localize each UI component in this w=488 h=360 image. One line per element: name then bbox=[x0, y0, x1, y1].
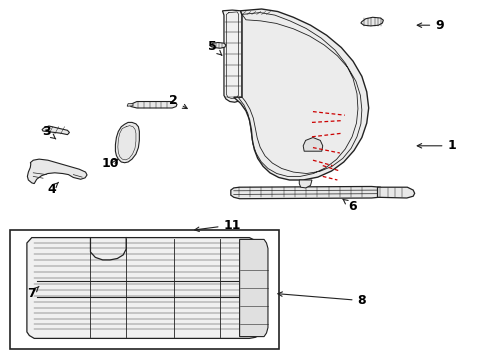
Text: 11: 11 bbox=[194, 219, 241, 231]
Polygon shape bbox=[42, 126, 69, 135]
Text: 5: 5 bbox=[208, 40, 222, 55]
Text: 2: 2 bbox=[169, 94, 187, 108]
Polygon shape bbox=[233, 9, 368, 180]
Text: 6: 6 bbox=[342, 199, 356, 213]
Polygon shape bbox=[230, 186, 382, 199]
Polygon shape bbox=[299, 180, 311, 188]
Polygon shape bbox=[27, 159, 87, 184]
Bar bbox=[10, 230, 278, 349]
Text: 8: 8 bbox=[277, 292, 366, 307]
Polygon shape bbox=[210, 42, 225, 48]
Polygon shape bbox=[360, 17, 383, 26]
Polygon shape bbox=[130, 102, 177, 108]
Polygon shape bbox=[377, 187, 414, 198]
Text: 10: 10 bbox=[101, 157, 119, 170]
Polygon shape bbox=[239, 239, 267, 337]
Polygon shape bbox=[127, 104, 133, 106]
Polygon shape bbox=[27, 238, 264, 338]
Text: 7: 7 bbox=[27, 286, 39, 300]
Text: 4: 4 bbox=[47, 182, 59, 195]
Text: 1: 1 bbox=[416, 139, 455, 152]
Polygon shape bbox=[115, 122, 139, 163]
Polygon shape bbox=[222, 10, 242, 102]
Text: 9: 9 bbox=[416, 19, 443, 32]
Text: 3: 3 bbox=[42, 125, 56, 139]
Polygon shape bbox=[304, 75, 321, 152]
Polygon shape bbox=[303, 138, 322, 151]
